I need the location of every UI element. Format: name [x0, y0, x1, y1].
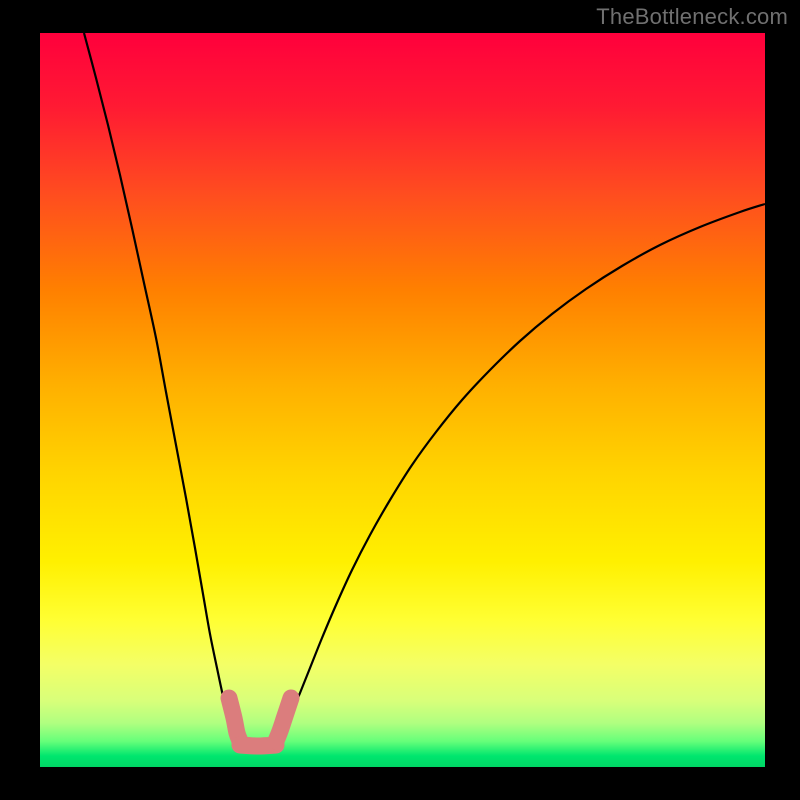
plot-background [40, 33, 765, 767]
chart-stage: TheBottleneck.com [0, 0, 800, 800]
watermark-text: TheBottleneck.com [596, 4, 788, 30]
bottleneck-chart [0, 0, 800, 800]
